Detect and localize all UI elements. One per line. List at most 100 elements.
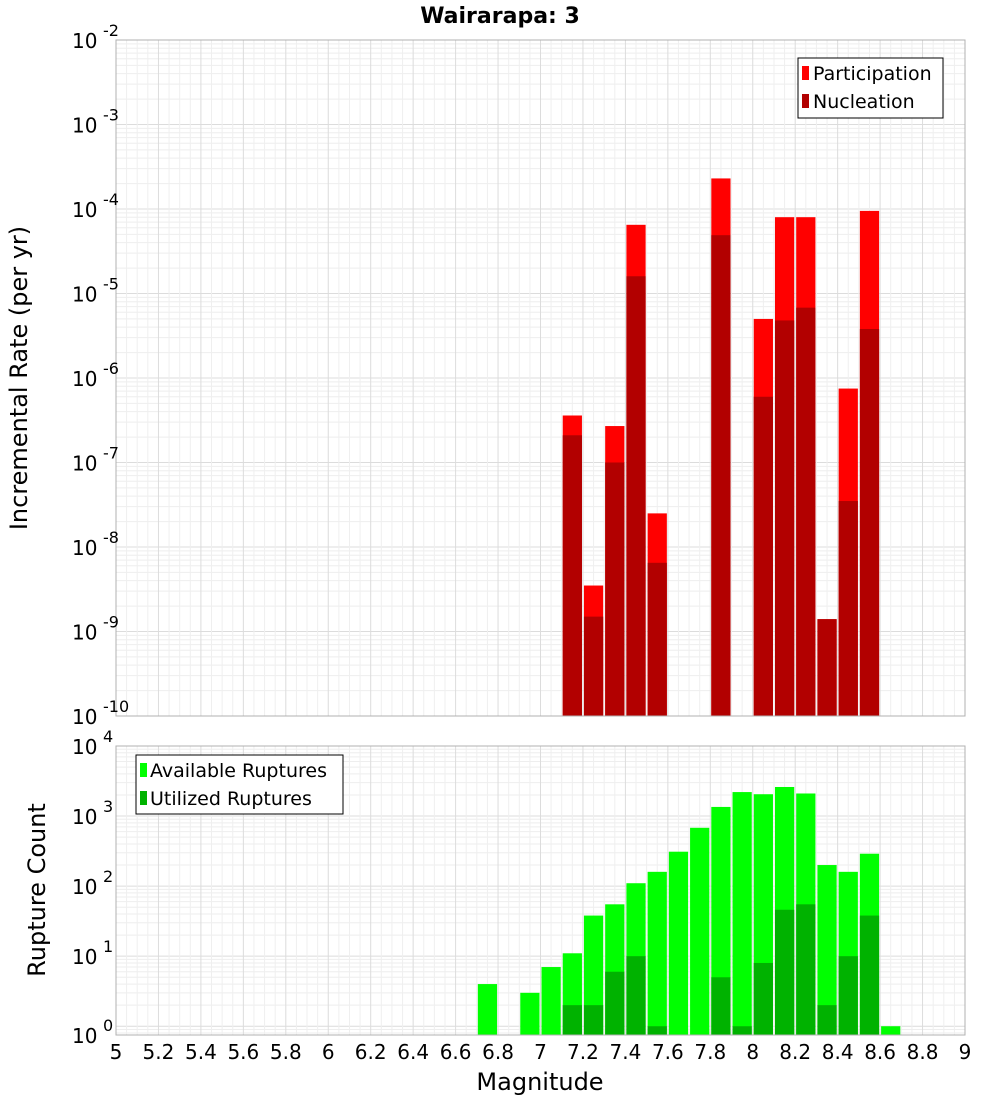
available-ruptures-bar: [583, 915, 604, 1035]
count-y-tick-exponent: 4: [103, 727, 113, 746]
nucleation-bar: [859, 329, 880, 716]
available-ruptures-bar: [477, 984, 498, 1035]
available-legend-label: Available Ruptures: [150, 760, 327, 782]
utilized-ruptures-bar: [605, 971, 625, 1035]
count-y-tick-base: 10: [72, 1024, 97, 1048]
utilized-ruptures-bar: [732, 1026, 752, 1035]
rate-y-axis-title: Incremental Rate (per yr): [5, 226, 33, 530]
x-tick-label: 8.8: [907, 1040, 939, 1064]
utilized-ruptures-bar: [647, 1026, 667, 1035]
x-tick-label: 5: [110, 1040, 123, 1064]
rate-y-tick-exponent: -3: [103, 106, 119, 125]
chart-title: Wairarapa: 3: [420, 4, 580, 29]
count-y-tick-exponent: 3: [103, 797, 113, 816]
participation-legend-swatch: [802, 66, 809, 80]
nucleation-bar: [626, 276, 646, 716]
utilized-ruptures-bar: [711, 977, 731, 1035]
nucleation-bar: [562, 435, 582, 716]
rate-y-ticks: 10 -10 10 -9 10 -8 10 -7 10 -6 10 -5 10 -4 10 -3 10 -2: [72, 21, 129, 729]
rate-bars: [562, 178, 880, 717]
x-tick-label: 8: [746, 1040, 759, 1064]
count-y-axis-title: Rupture Count: [23, 803, 51, 977]
x-tick-label: 6.6: [440, 1040, 472, 1064]
available-ruptures-bar: [817, 865, 837, 1035]
available-ruptures-bar: [881, 1026, 901, 1035]
rate-legend: Participation Nucleation: [797, 57, 944, 119]
count-y-tick-base: 10: [72, 735, 97, 759]
available-ruptures-bar: [520, 992, 540, 1035]
utilized-ruptures-bar: [753, 962, 773, 1035]
count-plot-frame: [115, 745, 966, 1036]
count-y-tick-base: 10: [72, 875, 97, 899]
rate-y-tick-base: 10: [72, 367, 97, 391]
nucleation-bar: [647, 562, 667, 716]
x-tick-label: 7: [534, 1040, 547, 1064]
nucleation-bar: [774, 320, 795, 716]
utilized-ruptures-bar: [626, 956, 646, 1035]
count-y-tick-exponent: 0: [103, 1016, 113, 1035]
count-bars: [477, 786, 901, 1035]
available-ruptures-bar: [668, 851, 689, 1035]
rate-y-tick-exponent: -10: [103, 697, 129, 716]
x-tick-label: 9: [959, 1040, 972, 1064]
rate-y-tick-base: 10: [72, 452, 97, 476]
count-y-tick-base: 10: [72, 945, 97, 969]
utilized-legend-swatch: [140, 791, 147, 805]
count-panel: 10 0 10 1 10 2 10 3 10 4 Rupture Count Available …: [23, 727, 971, 1096]
rate-y-tick-base: 10: [72, 283, 97, 307]
count-legend: Available Ruptures Utilized Ruptures: [135, 754, 344, 815]
rate-y-tick-exponent: -4: [103, 190, 119, 209]
rate-y-tick-exponent: -8: [103, 528, 119, 547]
rate-plot-frame: [115, 39, 966, 717]
rate-panel: 10 -10 10 -9 10 -8 10 -7 10 -6 10 -5 10 -4 10 -3 10 -2 In…: [5, 21, 966, 729]
available-ruptures-bar: [541, 967, 561, 1035]
count-legend-box: [135, 754, 344, 815]
participation-legend-label: Participation: [813, 63, 932, 85]
x-tick-label: 6: [322, 1040, 335, 1064]
x-tick-label: 8.6: [864, 1040, 896, 1064]
nucleation-legend-label: Nucleation: [813, 91, 915, 113]
x-tick-label: 7.4: [609, 1040, 641, 1064]
utilized-ruptures-bar: [838, 956, 858, 1035]
utilized-legend-label: Utilized Ruptures: [150, 788, 312, 810]
x-tick-label: 6.8: [482, 1040, 514, 1064]
rate-y-tick-base: 10: [72, 621, 97, 645]
x-tick-label: 7.2: [567, 1040, 599, 1064]
available-legend-swatch: [140, 763, 147, 777]
x-tick-label: 5.4: [185, 1040, 217, 1064]
x-tick-label: 5.8: [270, 1040, 302, 1064]
nucleation-legend-swatch: [802, 94, 809, 108]
x-ticks: 5 5.2 5.4 5.6 5.8 6 6.2 6.4 6.6 6.8 7 7.2 7.4 7.6 7.8 8…: [110, 1040, 972, 1064]
nucleation-bar: [796, 307, 816, 716]
x-tick-label: 6.2: [355, 1040, 387, 1064]
rate-y-tick-exponent: -5: [103, 275, 119, 294]
rate-y-tick-base: 10: [72, 114, 97, 138]
nucleation-bar: [753, 396, 773, 716]
rate-y-tick-exponent: -2: [103, 21, 119, 40]
rate-y-tick-exponent: -7: [103, 444, 119, 463]
nucleation-bar: [583, 616, 604, 716]
count-y-tick-exponent: 1: [103, 937, 113, 956]
count-y-tick-exponent: 2: [103, 867, 113, 886]
rate-grid: [115, 39, 966, 717]
nucleation-bar: [817, 619, 837, 716]
count-y-ticks: 10 0 10 1 10 2 10 3 10 4: [72, 727, 113, 1048]
x-tick-label: 6.4: [397, 1040, 429, 1064]
available-ruptures-bar: [732, 792, 752, 1035]
rate-y-tick-base: 10: [72, 705, 97, 729]
utilized-ruptures-bar: [796, 904, 816, 1035]
nucleation-bar: [711, 235, 731, 716]
x-tick-label: 8.4: [822, 1040, 854, 1064]
x-tick-label: 5.6: [227, 1040, 259, 1064]
rate-legend-box: [797, 57, 944, 119]
rate-y-tick-base: 10: [72, 198, 97, 222]
available-ruptures-bar: [647, 871, 667, 1035]
utilized-ruptures-bar: [774, 909, 795, 1035]
nucleation-bar: [605, 462, 625, 716]
x-tick-label: 8.2: [779, 1040, 811, 1064]
rate-y-tick-exponent: -6: [103, 359, 119, 378]
utilized-ruptures-bar: [817, 1005, 837, 1035]
count-y-tick-base: 10: [72, 805, 97, 829]
rate-y-tick-base: 10: [72, 29, 97, 53]
